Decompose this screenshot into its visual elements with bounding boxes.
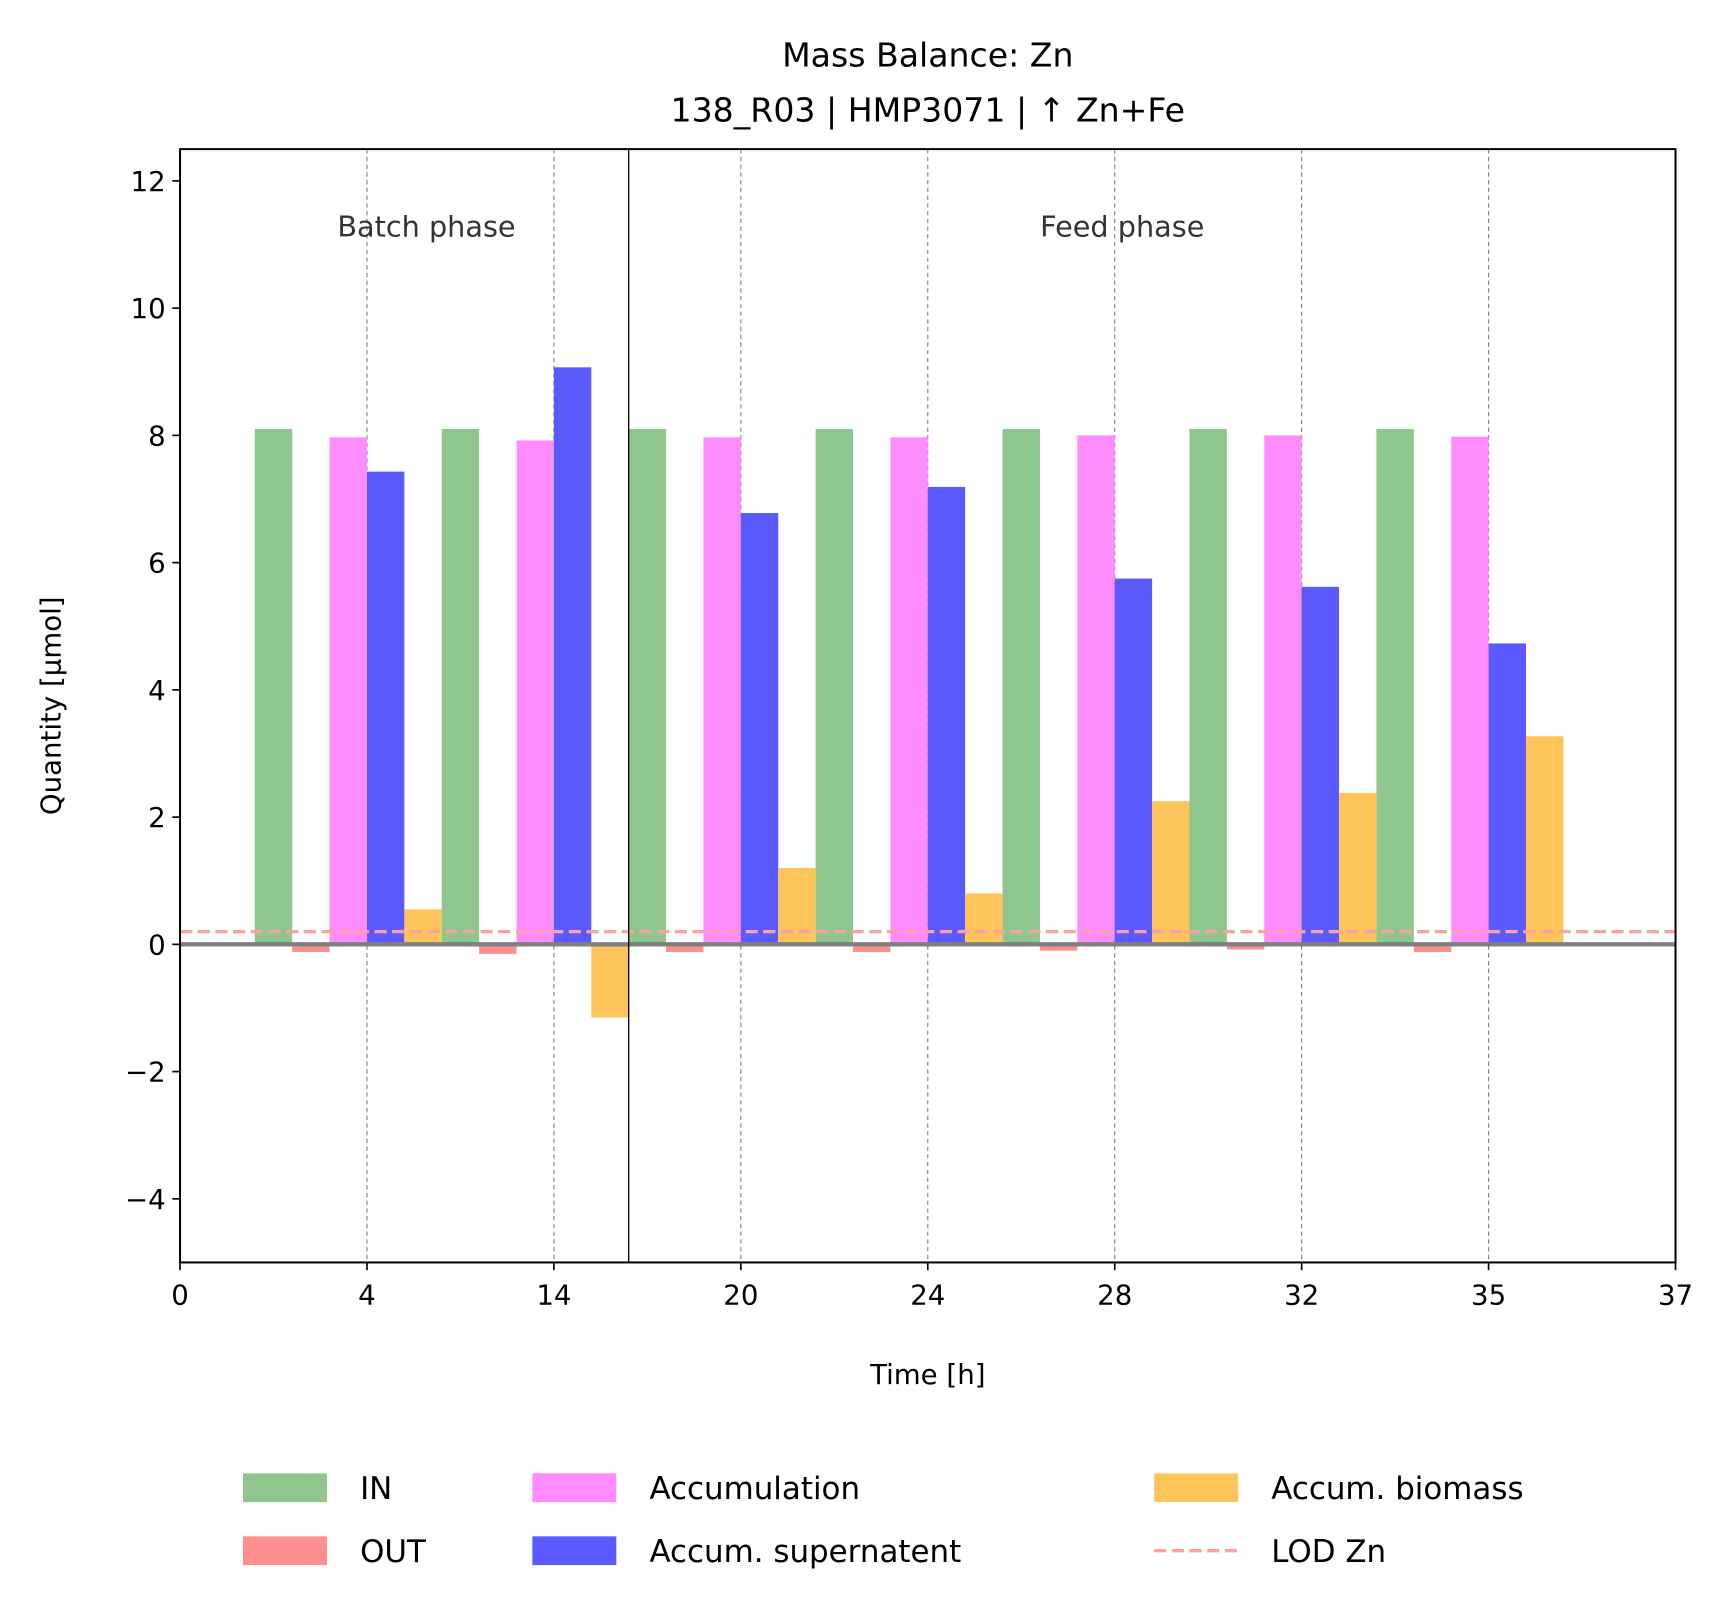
bar (1413, 944, 1452, 952)
bar (1301, 586, 1340, 945)
bar (1264, 435, 1302, 945)
bar (1339, 792, 1377, 945)
bar (1077, 435, 1115, 945)
x-tick-label: 24 (910, 1278, 945, 1311)
y-tick-label: 2 (148, 801, 166, 834)
y-tick-label: 6 (148, 547, 166, 580)
plot-frame (179, 148, 1677, 1264)
y-tick-label: 0 (148, 928, 166, 961)
chart-title: Mass Balance: Zn (782, 35, 1073, 74)
legend-swatch (242, 1473, 327, 1503)
bar (254, 429, 293, 945)
bar (591, 944, 629, 1018)
bar (1488, 643, 1526, 945)
y-tick-label: 4 (148, 674, 166, 707)
bar (1039, 944, 1078, 951)
bar (890, 437, 928, 945)
legend-label: Accum. biomass (1271, 1471, 1523, 1507)
bar (1152, 801, 1190, 945)
legend-label: OUT (360, 1534, 426, 1570)
legend-swatch (532, 1536, 617, 1566)
bar (628, 429, 667, 945)
x-tick-label: 20 (723, 1278, 758, 1311)
bar (1114, 578, 1153, 945)
bar (366, 471, 405, 945)
x-tick-label: 28 (1097, 1278, 1132, 1311)
bar (479, 944, 517, 954)
legend-label: IN (360, 1471, 392, 1507)
bar (853, 944, 891, 952)
bar (666, 944, 704, 952)
legend-swatch (532, 1473, 617, 1503)
legend-swatch (1154, 1473, 1239, 1503)
bar (703, 437, 741, 945)
y-axis-label: Quantity [µmol] (35, 596, 68, 815)
x-tick-label: 35 (1471, 1278, 1506, 1311)
legend-label: LOD Zn (1271, 1534, 1386, 1570)
bar (1226, 944, 1265, 950)
bar (1451, 436, 1489, 945)
bar (1525, 736, 1564, 945)
bar (1189, 429, 1227, 945)
legend-label: Accumulation (649, 1471, 860, 1507)
x-tick-label: 37 (1658, 1278, 1693, 1311)
y-tick-label: 10 (131, 292, 166, 325)
bar (740, 513, 779, 945)
bar (292, 944, 330, 952)
x-tick-label: 0 (171, 1278, 189, 1311)
bar (553, 367, 592, 945)
x-tick-label: 32 (1284, 1278, 1319, 1311)
bar (329, 437, 367, 945)
bar (516, 440, 554, 945)
bar (441, 429, 480, 945)
x-tick-label: 14 (536, 1278, 571, 1311)
bar (927, 486, 966, 945)
y-tick-label: −4 (125, 1183, 166, 1216)
annotation: Batch phase (337, 209, 515, 243)
annotation: Feed phase (1040, 209, 1204, 243)
y-tick-label: 12 (131, 165, 166, 198)
plot-root: Mass Balance: Zn 138_R03 | HMP3071 | ↑ Z… (35, 35, 1693, 1569)
bar (1376, 429, 1414, 945)
legend-swatch (242, 1536, 327, 1566)
bar (815, 429, 854, 945)
x-axis-label: Time [h] (869, 1358, 985, 1391)
chart-subtitle: 138_R03 | HMP3071 | ↑ Zn+Fe (671, 90, 1186, 129)
bar (404, 909, 442, 945)
legend-label: Accum. supernatent (649, 1534, 961, 1570)
x-tick-label: 4 (358, 1278, 376, 1311)
y-tick-label: 8 (148, 419, 166, 452)
y-tick-label: −2 (125, 1056, 166, 1089)
bar (1002, 429, 1040, 945)
bar (965, 893, 1003, 945)
